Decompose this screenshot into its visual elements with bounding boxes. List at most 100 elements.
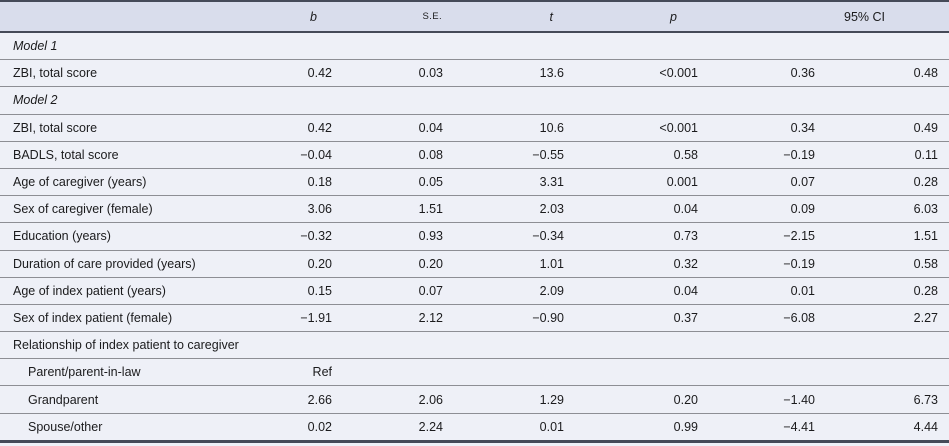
- cell-value: 0.20: [240, 250, 340, 278]
- cell-value: 0.20: [340, 250, 451, 278]
- cell-value: 0.58: [823, 250, 949, 278]
- cell-value: 0.04: [572, 195, 706, 224]
- header-p: p: [572, 1, 706, 33]
- cell-value: −0.19: [706, 250, 823, 278]
- table-row: Age of caregiver (years) 0.18 0.05 3.31 0.00…: [0, 168, 949, 197]
- cell-value: Ref: [240, 358, 340, 387]
- header-se: S.E.: [340, 1, 451, 33]
- header-label-empty: [0, 1, 240, 33]
- header-row: b S.E. t p 95% CI: [0, 1, 949, 33]
- cell-value: 0.18: [240, 168, 340, 197]
- cell-value: 0.58: [572, 141, 706, 169]
- cell-value: 10.6: [451, 114, 572, 142]
- cell-value: 1.01: [451, 250, 572, 278]
- table-row: ZBI, total score 0.42 0.03 13.6 <0.001 0.36 0.…: [0, 59, 949, 88]
- cell-value: −6.08: [706, 304, 823, 333]
- cell-value: −0.34: [451, 222, 572, 251]
- cell-value: 0.20: [572, 385, 706, 414]
- cell-value: 0.001: [572, 168, 706, 197]
- cell-model-section: Model 2: [0, 86, 949, 115]
- cell-value: 6.03: [823, 195, 949, 224]
- cell-value: 0.11: [823, 141, 949, 169]
- table-header: b S.E. t p 95% CI: [0, 1, 949, 33]
- cell-value: −2.15: [706, 222, 823, 251]
- cell-value: 1.29: [451, 385, 572, 414]
- cell-value: 0.32: [572, 250, 706, 278]
- cell-value: <0.001: [572, 114, 706, 142]
- cell-row-label: Age of caregiver (years): [0, 168, 240, 197]
- cell-value: 0.07: [340, 277, 451, 305]
- cell-row-label: ZBI, total score: [0, 114, 240, 142]
- cell-value: −0.19: [706, 141, 823, 169]
- cell-value: 0.04: [340, 114, 451, 142]
- cell-value: 0.15: [240, 277, 340, 305]
- cell-value: 2.24: [418, 419, 443, 434]
- cell-row-label: BADLS, total score: [0, 141, 240, 169]
- cell-value: 0.48: [823, 59, 949, 88]
- cell-value: 0.02: [307, 419, 332, 434]
- table-row: BADLS, total score −0.04 0.08 −0.55 0.58 −0.1…: [0, 141, 949, 169]
- table-row: Education (years) −0.32 0.93 −0.34 0.73 −2.15…: [0, 222, 949, 251]
- cell-value: 0.42: [240, 114, 340, 142]
- cell-value: 0.01: [539, 419, 564, 434]
- cell-value: <0.001: [572, 59, 706, 88]
- cell-row-label: Parent/parent-in-law: [0, 358, 240, 387]
- cell-model-section: Model 1: [0, 32, 949, 61]
- cell-value: 1.51: [823, 222, 949, 251]
- cell-value: [451, 358, 572, 387]
- cell-value: −4.41: [783, 419, 815, 434]
- cell-value: 0.34: [706, 114, 823, 142]
- cell-row-label: ZBI, total score: [0, 59, 240, 88]
- cell-value: 3.06: [240, 195, 340, 224]
- table-row: Sex of index patient (female) −1.91 2.12 −0…: [0, 304, 949, 333]
- cell-value: [340, 358, 451, 387]
- cell-value: 0.49: [823, 114, 949, 142]
- header-95ci: 95% CI: [706, 1, 949, 33]
- cell-value: 0.28: [823, 277, 949, 305]
- cell-value: 0.05: [340, 168, 451, 197]
- table-row: Parent/parent-in-law Ref: [0, 358, 949, 387]
- cell-value: 0.04: [572, 277, 706, 305]
- cell-row-label: Grandparent: [0, 385, 240, 414]
- cell-value: [706, 358, 823, 387]
- cell-row-label: Age of index patient (years): [0, 277, 240, 305]
- cell-value: 2.09: [451, 277, 572, 305]
- table-row: ZBI, total score 0.42 0.04 10.6 <0.001 0.34 0.…: [0, 114, 949, 142]
- cell-value: 0.07: [706, 168, 823, 197]
- table-row: Model 2: [0, 86, 949, 115]
- cell-row-label: Sex of caregiver (female): [0, 195, 240, 224]
- cell-value: 0.36: [706, 59, 823, 88]
- cell-value: −0.55: [451, 141, 572, 169]
- cell-value: 0.99: [673, 419, 698, 434]
- cell-value: 2.06: [340, 385, 451, 414]
- cell-value: −0.04: [240, 141, 340, 169]
- cell-value: 0.73: [572, 222, 706, 251]
- cell-value: [823, 358, 949, 387]
- cell-value: 2.12: [340, 304, 451, 333]
- cell-value: [572, 358, 706, 387]
- cell-value: 0.09: [706, 195, 823, 224]
- cell-value: 4.44: [913, 419, 938, 434]
- cell-value: 0.93: [340, 222, 451, 251]
- cell-value: 2.66: [240, 385, 340, 414]
- cell-value: 0.01: [706, 277, 823, 305]
- cell-value: 0.42: [240, 59, 340, 88]
- table-row: Duration of care provided (years) 0.20 0.2…: [0, 250, 949, 278]
- cell-row-label: Spouse/other: [28, 419, 103, 434]
- cell-value: 6.73: [823, 385, 949, 414]
- cell-row-label: Duration of care provided (years): [0, 250, 240, 278]
- header-t: t: [451, 1, 572, 33]
- cell-row-label: Sex of index patient (female): [0, 304, 240, 333]
- header-b: b: [240, 1, 340, 33]
- table-row: Model 1: [0, 32, 949, 61]
- cell-value: 3.31: [451, 168, 572, 197]
- table-row: Age of index patient (years) 0.15 0.07 2.09…: [0, 277, 949, 305]
- table-body: Model 1 ZBI, total score 0.42 0.03 13.6 <0.00…: [0, 32, 949, 442]
- table-row: Grandparent 2.66 2.06 1.29 0.20 −1.40 6.73: [0, 385, 949, 414]
- cell-group-section: Relationship of index patient to caregiv…: [0, 331, 949, 360]
- cell-value: 0.37: [572, 304, 706, 333]
- cell-value: 0.28: [823, 168, 949, 197]
- cell-value: 1.51: [340, 195, 451, 224]
